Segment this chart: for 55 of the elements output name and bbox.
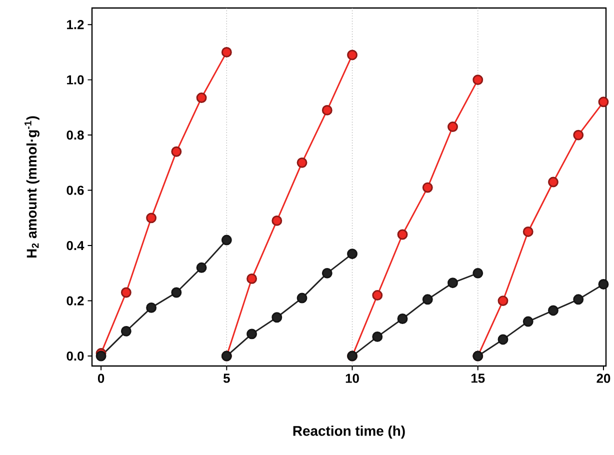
point (372, 331, 383, 342)
point (146, 302, 157, 313)
y-tick-label: 0.0 (66, 351, 84, 361)
x-tick-label: 20 (596, 374, 610, 383)
point (296, 292, 308, 304)
y-tick-label: 0.4 (66, 240, 84, 250)
x-tick-label: 10 (346, 374, 359, 383)
point (522, 316, 534, 327)
point (272, 312, 282, 323)
point (472, 268, 484, 278)
point (120, 326, 132, 336)
point (573, 130, 584, 140)
point (522, 226, 534, 237)
point (171, 287, 182, 298)
point (347, 50, 358, 60)
x-tick-label: 15 (471, 374, 485, 383)
point (472, 74, 484, 86)
point (548, 305, 558, 316)
point (322, 268, 332, 278)
point (498, 296, 508, 306)
point (548, 176, 558, 188)
point (171, 146, 182, 157)
x-tick-label: 5 (223, 374, 230, 383)
point (347, 248, 358, 260)
point (96, 350, 106, 362)
point (498, 334, 508, 345)
point (221, 234, 232, 246)
y-tick-label: 1.0 (67, 75, 84, 84)
y-axis-title: H$_{2}$ amount (mmol·g$^{-1}$) (24, 116, 40, 258)
point (246, 273, 258, 284)
point (598, 96, 609, 108)
point (196, 262, 207, 273)
point (397, 314, 408, 324)
point (448, 122, 458, 132)
point (272, 215, 282, 226)
y-tick-label: 0.2 (66, 296, 84, 306)
y-tick-label: 0.8 (66, 130, 84, 140)
point (372, 290, 383, 301)
point (146, 212, 157, 224)
x-axis-title: Reaction time (h) (293, 426, 405, 439)
point (422, 294, 433, 305)
point (120, 287, 132, 298)
point (322, 104, 332, 116)
point (448, 278, 458, 288)
point (221, 46, 232, 58)
point (598, 278, 609, 290)
point (246, 328, 258, 340)
y-tick-label: 1.2 (67, 20, 84, 30)
point (422, 182, 433, 193)
point (296, 157, 308, 168)
point (397, 229, 408, 240)
y-tick-label: 0.6 (66, 186, 84, 195)
point (573, 294, 584, 305)
point (196, 92, 207, 103)
x-tick-label: 0 (98, 374, 104, 383)
